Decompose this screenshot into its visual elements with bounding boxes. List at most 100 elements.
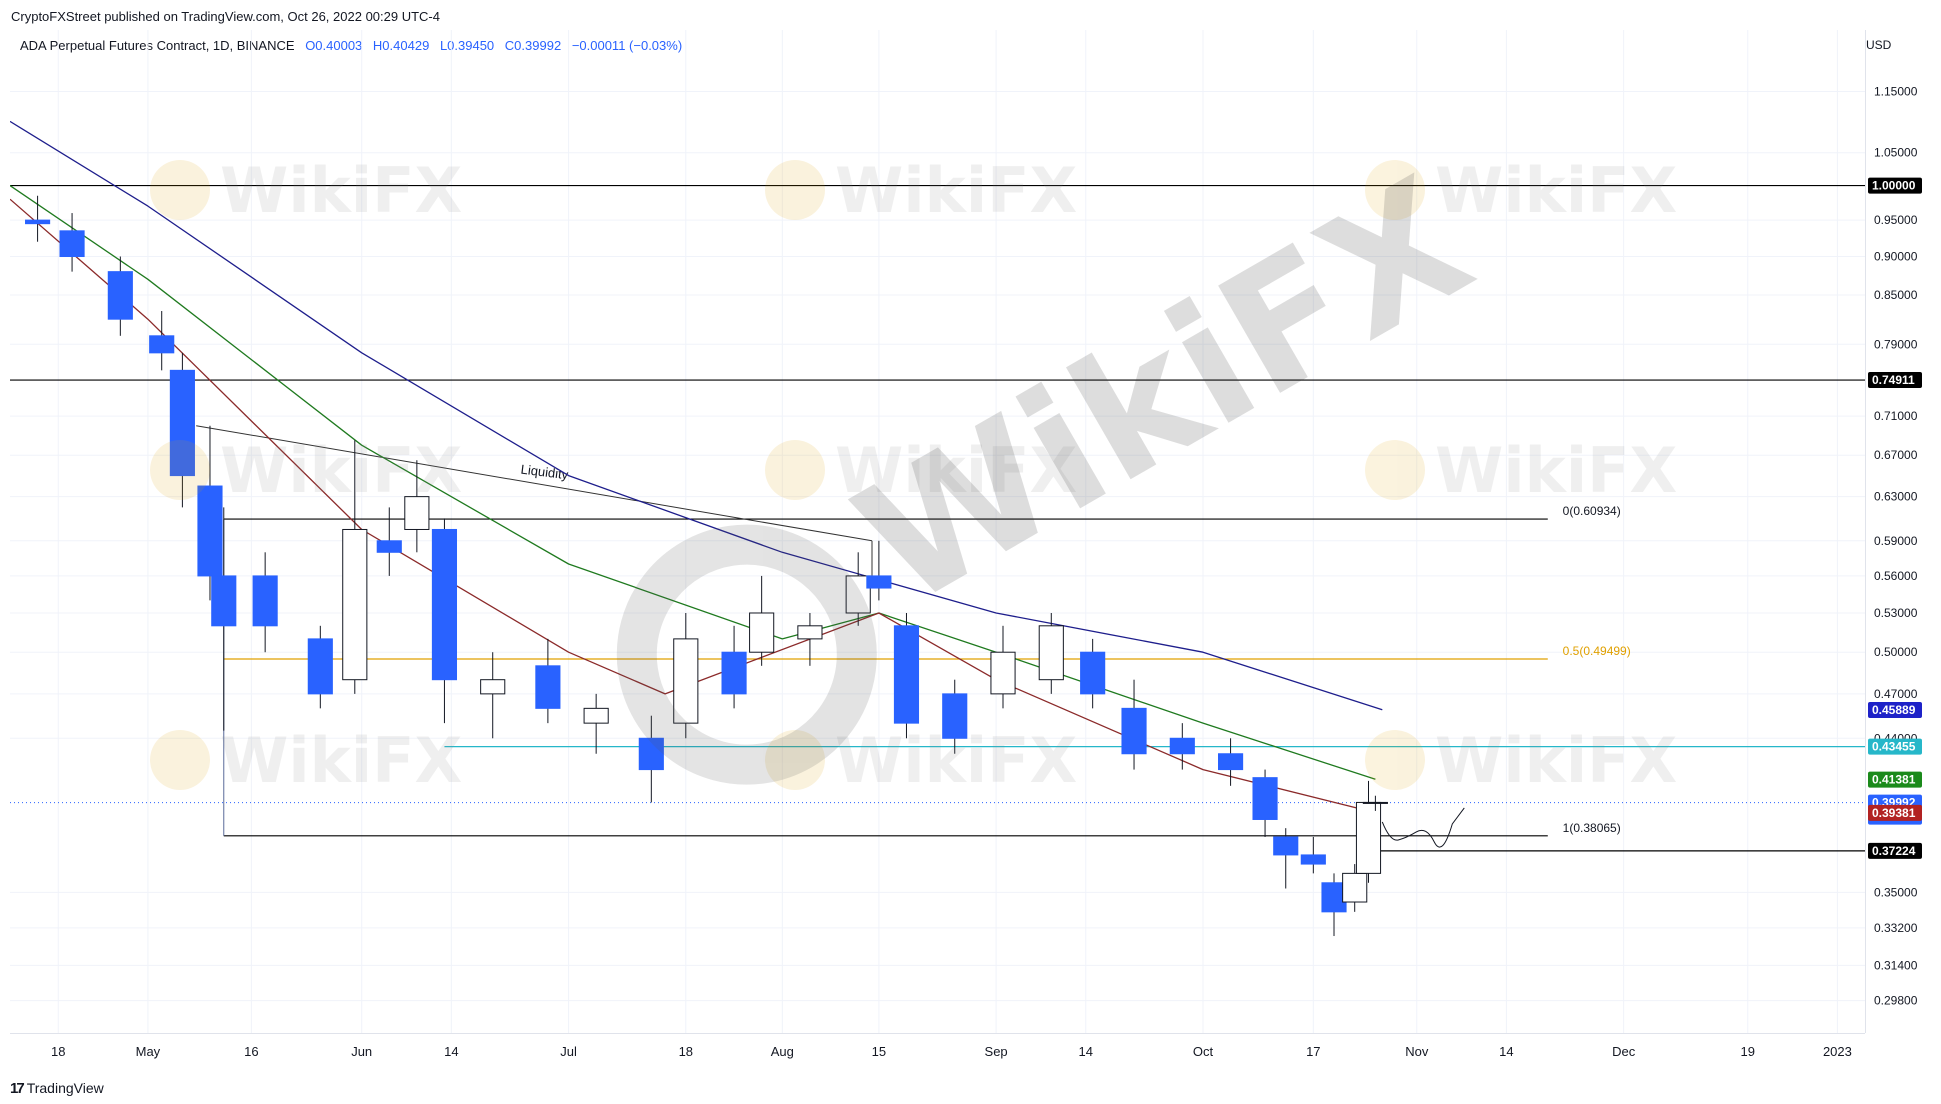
candle-body <box>1080 651 1106 695</box>
price-badge: 0.41381 <box>1868 771 1922 788</box>
price-chart[interactable]: Liquidity 0(0.60934) 0.5(0.49499) 1(0.38065… <box>10 30 1865 1033</box>
symbol-name[interactable]: ADA Perpetual Futures Contract, 1D, BINA… <box>20 38 295 53</box>
candle-body <box>535 665 561 709</box>
candle-body <box>169 369 195 477</box>
price-tick-label: 0.35000 <box>1874 885 1918 899</box>
footer-brand[interactable]: 17 TradingView <box>10 1076 104 1100</box>
candle <box>1355 780 1382 883</box>
time-tick-label: Jun <box>351 1044 372 1059</box>
candle <box>535 638 561 724</box>
candle-body <box>431 528 458 681</box>
time-tick-label: 14 <box>1079 1044 1093 1059</box>
candle <box>480 652 506 739</box>
candle-body <box>211 575 237 627</box>
price-axis[interactable]: 1.15000 1.05000 0.95000 0.90000 0.85000 0.790… <box>1865 30 1941 1033</box>
price-tick-label: 0.33200 <box>1874 921 1918 935</box>
candle-body <box>1252 777 1278 820</box>
price-tick-label: 0.29800 <box>1874 994 1918 1008</box>
candle-body <box>673 638 699 724</box>
time-tick-label: 17 <box>1306 1044 1320 1059</box>
candle <box>376 507 402 576</box>
candle-body <box>1038 625 1064 681</box>
candle <box>1038 612 1064 694</box>
candle-body <box>376 540 402 553</box>
time-tick-label: 2023 <box>1823 1044 1852 1059</box>
price-badge-bg <box>1868 738 1922 755</box>
candle <box>638 715 664 803</box>
candle <box>1273 828 1299 889</box>
moving-average-line <box>10 120 1383 711</box>
candle <box>942 679 968 754</box>
candle <box>431 518 458 724</box>
price-tick-label: 0.53000 <box>1874 606 1918 620</box>
price-badge-label: 0.43455 <box>1872 740 1916 754</box>
price-badge-label: 0.74911 <box>1872 373 1915 387</box>
time-axis[interactable]: 18 May 16 Jun 14 Jul 18 Aug 15 Sep 14 Oct 17 Nov 14 Dec… <box>10 1033 1865 1074</box>
candle-body <box>252 575 278 627</box>
time-tick-label: Sep <box>985 1044 1008 1059</box>
candle <box>1300 836 1326 874</box>
time-tick-label: Aug <box>771 1044 794 1059</box>
close-value: C0.39992 <box>504 38 562 53</box>
price-tick-label: 0.47000 <box>1874 687 1918 701</box>
candle-body <box>25 219 51 225</box>
time-tick-label: 16 <box>244 1044 258 1059</box>
high-value: H0.40429 <box>372 38 430 53</box>
price-tick-label: 0.71000 <box>1874 409 1918 423</box>
candle <box>307 625 333 709</box>
candle-body <box>149 335 175 354</box>
candle <box>1121 679 1147 770</box>
price-badge: 0.45889 <box>1868 701 1922 718</box>
candle <box>1169 723 1195 770</box>
candle <box>990 625 1016 709</box>
candle-body <box>866 575 892 589</box>
candle-body <box>638 737 664 771</box>
candle <box>169 352 195 508</box>
candle-body <box>1121 707 1147 755</box>
price-tick-label: 0.95000 <box>1874 213 1918 227</box>
candle-body <box>307 638 333 695</box>
candle-body <box>797 625 823 640</box>
price-badge-label: 0.39381 <box>1872 806 1916 820</box>
price-badge-bg <box>1868 701 1922 718</box>
candle <box>211 507 237 731</box>
candle-body <box>1300 854 1326 865</box>
candle <box>404 460 430 553</box>
open-value: O0.40003 <box>305 38 363 53</box>
candle <box>1218 738 1244 786</box>
candle-body <box>480 679 506 695</box>
time-tick-label: 18 <box>679 1044 693 1059</box>
candle <box>342 440 368 694</box>
price-badge-bg <box>1868 372 1922 389</box>
time-tick-label: Jul <box>560 1044 577 1059</box>
price-badge: 0.37224 <box>1868 842 1922 859</box>
liquidity-trendline <box>196 425 873 542</box>
price-badge: 0.43455 <box>1868 738 1922 755</box>
price-tick-label: 0.90000 <box>1874 250 1918 264</box>
price-tick-label: 0.85000 <box>1874 288 1918 302</box>
candle <box>149 311 175 371</box>
fib-label: 0(0.60934) <box>1563 504 1621 518</box>
time-tick-label: Oct <box>1193 1044 1214 1059</box>
currency-unit[interactable]: USD <box>1866 38 1892 52</box>
candle-body <box>1362 801 1388 804</box>
publish-note: CryptoFXStreet published on TradingView.… <box>11 9 440 24</box>
time-tick-label: 14 <box>1499 1044 1513 1059</box>
candle <box>721 625 747 709</box>
candle <box>893 612 920 739</box>
candle-body <box>583 707 609 724</box>
price-tick-label: 0.56000 <box>1874 569 1918 583</box>
candle-body <box>1218 753 1244 771</box>
price-badge-bg <box>1868 804 1922 821</box>
price-tick-label: 0.79000 <box>1874 337 1918 351</box>
candle-body <box>990 651 1016 695</box>
price-badge-bg <box>1868 771 1922 788</box>
price-badge: 0.39381 <box>1868 804 1922 821</box>
time-tick-label: May <box>136 1044 161 1059</box>
candle <box>797 612 823 666</box>
price-tick-label: 0.67000 <box>1874 448 1918 462</box>
candle <box>1080 638 1106 709</box>
tradingview-logo-icon: 17 <box>10 1079 25 1097</box>
time-tick-label: Dec <box>1612 1044 1636 1059</box>
candle-body <box>1342 872 1368 903</box>
